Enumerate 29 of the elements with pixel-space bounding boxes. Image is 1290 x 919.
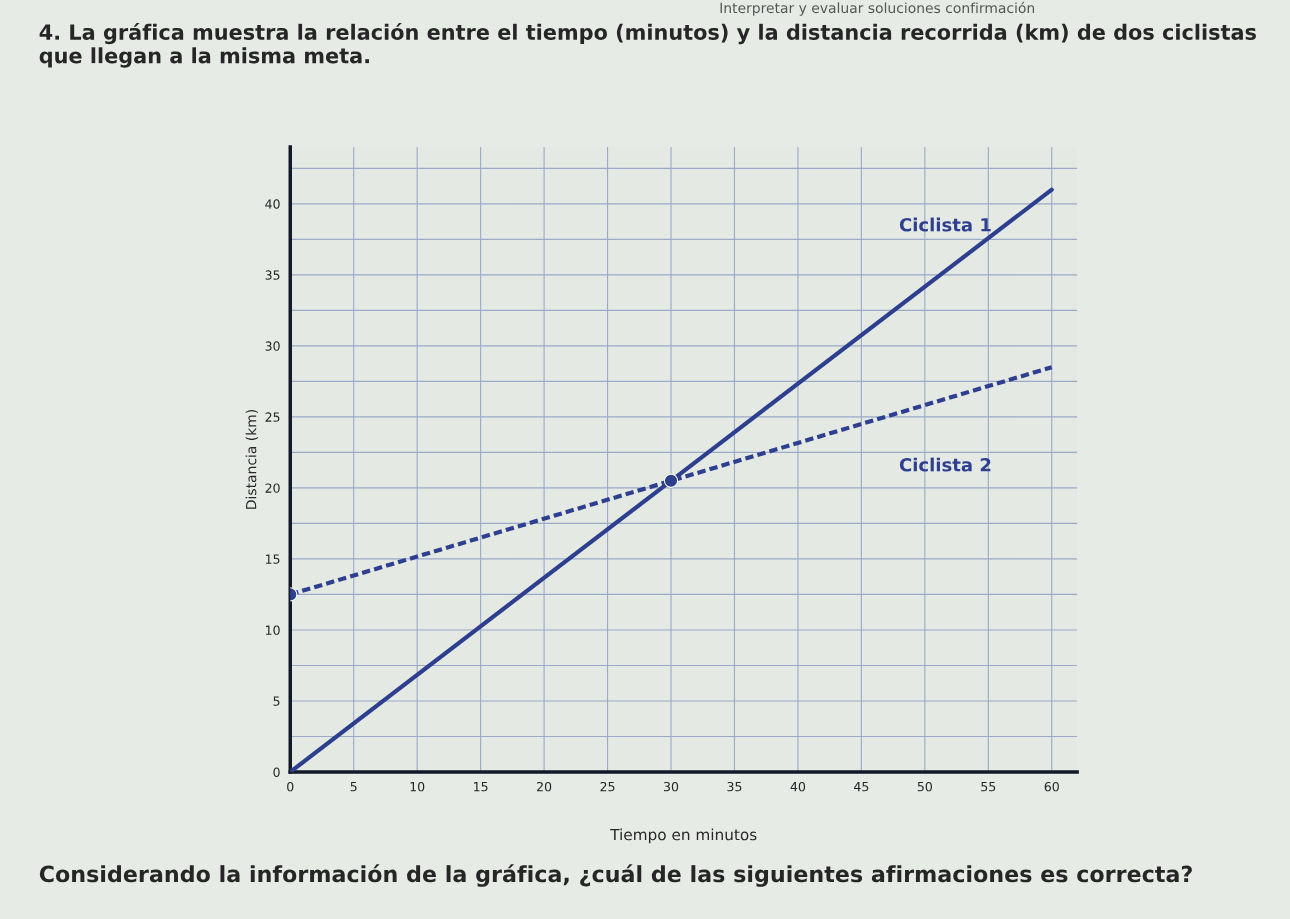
y-tick-label: 20 [265,483,280,493]
x-tick-label: 40 [790,781,806,792]
x-tick-label: 30 [664,781,679,792]
x-tick-label: 15 [474,782,488,792]
text: Ciclista 2 [899,457,991,472]
y-tick-label: 40 [265,199,280,209]
x-tick-label: 25 [600,781,615,792]
x-tick-label: 55 [981,782,996,792]
text: Interpretar y evaluar soluciones confirmación [720,1,1035,16]
x-axis-title: Tiempo en minutos [610,828,757,844]
y-tick-label: 35 [265,270,280,280]
x-tick-label: 35 [727,781,742,792]
y-tick-label: 25 [265,412,280,422]
x-tick-label: 45 [854,782,869,792]
y-tick-label: 30 [265,341,280,351]
x-tick-label: 5 [350,782,357,792]
x-tick-label: 10 [410,781,425,792]
series-label: Ciclista 1 [899,217,991,232]
chart-title: 4. La gráfica muestra la relación entre el tiempo (minutos) y la distancia recorrida (km) de dos ciclistas que llegan a la misma meta. [39,22,1256,68]
x-tick-label: 60 [1044,781,1059,792]
x-tick-label: 0 [287,781,294,792]
y-tick-label: 5 [273,696,280,706]
y-tick-label: 10 [265,625,280,635]
y-tick-label: 0 [273,767,280,777]
y-tick-label: 15 [265,554,280,564]
x-tick-label: 20 [537,781,552,792]
y-axis-title: Distancia (km) [245,410,259,509]
text: Considerando la información de la gráfica, ¿cuál de las siguientes afirmaciones es correcta? [39,864,1192,887]
x-tick-label: 50 [917,781,932,792]
